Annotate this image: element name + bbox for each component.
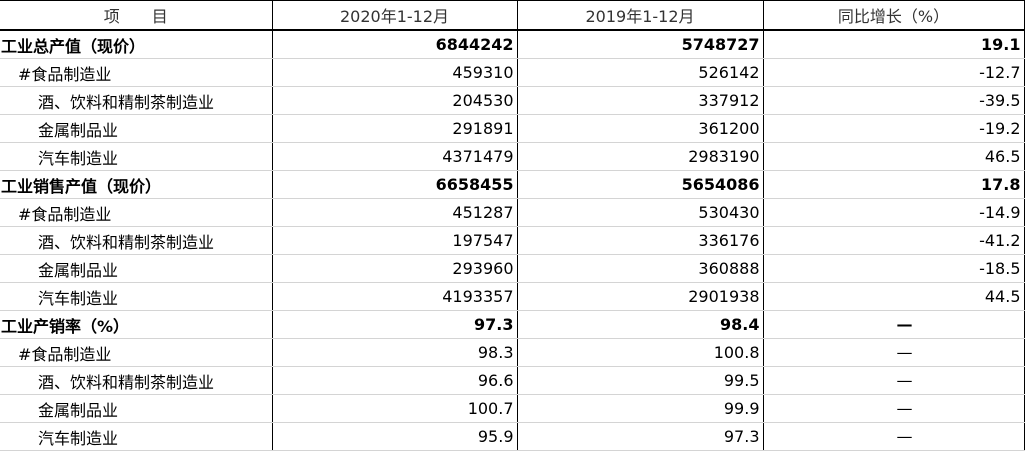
- row-label: 金属制品业: [0, 254, 273, 283]
- table-row: #食品制造业 98.3 100.8—: [0, 338, 1025, 367]
- cell-value: 97.3: [517, 422, 764, 451]
- table-row: 酒、饮料和精制茶制造业 96.6 99.5—: [0, 366, 1025, 395]
- row-label: #食品制造业: [0, 58, 273, 87]
- cell-value: 291891: [272, 114, 518, 143]
- cell-value: 98.4: [517, 310, 764, 339]
- cell-value: 4193357: [272, 282, 518, 311]
- row-label: 金属制品业: [0, 394, 273, 423]
- table-row: #食品制造业 459310 526142 -12.7: [0, 58, 1025, 87]
- header-cell: 2020年1-12月: [272, 0, 518, 31]
- cell-value: 5748727: [517, 30, 764, 59]
- row-label: 工业产销率（%）: [0, 310, 273, 339]
- cell-value: 197547: [272, 226, 518, 255]
- table-row: 金属制品业 293960 360888 -18.5: [0, 254, 1025, 283]
- cell-value: 44.5: [763, 282, 1025, 311]
- cell-value: 204530: [272, 86, 518, 115]
- cell-value: -19.2: [763, 114, 1025, 143]
- table-row: 金属制品业 100.7 99.9—: [0, 394, 1025, 423]
- row-label: #食品制造业: [0, 338, 273, 367]
- cell-value: 99.9: [517, 394, 764, 423]
- cell-value: 361200: [517, 114, 764, 143]
- cell-value: —: [763, 422, 1025, 451]
- header-cell: 2019年1-12月: [517, 0, 764, 31]
- row-label: 工业总产值（现价）: [0, 30, 273, 59]
- cell-value: 6844242: [272, 30, 518, 59]
- cell-value: 2901938: [517, 282, 764, 311]
- cell-value: —: [763, 366, 1025, 395]
- table-row: 酒、饮料和精制茶制造业 197547 336176 -41.2: [0, 226, 1025, 255]
- cell-value: 4371479: [272, 142, 518, 171]
- row-label: 酒、饮料和精制茶制造业: [0, 86, 273, 115]
- table-row: 工业产销率（%） 97.3 98.4—: [0, 310, 1025, 339]
- cell-value: —: [763, 394, 1025, 423]
- table-row: 汽车制造业 95.9 97.3—: [0, 422, 1025, 451]
- row-label: 金属制品业: [0, 114, 273, 143]
- cell-value: 100.8: [517, 338, 764, 367]
- cell-value: 98.3: [272, 338, 518, 367]
- cell-value: —: [763, 338, 1025, 367]
- cell-value: 459310: [272, 58, 518, 87]
- table-row: 汽车制造业 4371479 2983190 46.5: [0, 142, 1025, 171]
- header-cell: 同比增长（%）: [763, 0, 1025, 31]
- row-label: #食品制造业: [0, 198, 273, 227]
- cell-value: 337912: [517, 86, 764, 115]
- cell-value: 2983190: [517, 142, 764, 171]
- cell-value: 526142: [517, 58, 764, 87]
- header-cell: 项 目: [0, 0, 273, 31]
- cell-value: 19.1: [763, 30, 1025, 59]
- table-row: 工业总产值（现价） 6844242 5748727 19.1: [0, 30, 1025, 59]
- cell-value: -39.5: [763, 86, 1025, 115]
- table-row: 酒、饮料和精制茶制造业 204530 337912 -39.5: [0, 86, 1025, 115]
- table-row: 工业销售产值（现价） 6658455 5654086 17.8: [0, 170, 1025, 199]
- cell-value: -12.7: [763, 58, 1025, 87]
- cell-value: -14.9: [763, 198, 1025, 227]
- table-row: #食品制造业 451287 530430 -14.9: [0, 198, 1025, 227]
- cell-value: 99.5: [517, 366, 764, 395]
- header-row: 项 目 2020年1-12月 2019年1-12月 同比增长（%）: [0, 0, 1025, 31]
- cell-value: -41.2: [763, 226, 1025, 255]
- cell-value: 17.8: [763, 170, 1025, 199]
- table-row: 汽车制造业 4193357 2901938 44.5: [0, 282, 1025, 311]
- row-label: 工业销售产值（现价）: [0, 170, 273, 199]
- cell-value: 293960: [272, 254, 518, 283]
- row-label: 汽车制造业: [0, 142, 273, 171]
- cell-value: 360888: [517, 254, 764, 283]
- cell-value: 96.6: [272, 366, 518, 395]
- cell-value: 530430: [517, 198, 764, 227]
- cell-value: —: [763, 310, 1025, 339]
- cell-value: 451287: [272, 198, 518, 227]
- cell-value: 6658455: [272, 170, 518, 199]
- row-label: 酒、饮料和精制茶制造业: [0, 366, 273, 395]
- cell-value: 100.7: [272, 394, 518, 423]
- table-body: 工业总产值（现价） 6844242 5748727 19.1 #食品制造业 459310 5…: [0, 30, 1025, 451]
- row-label: 汽车制造业: [0, 282, 273, 311]
- cell-value: 46.5: [763, 142, 1025, 171]
- cell-value: 336176: [517, 226, 764, 255]
- row-label: 酒、饮料和精制茶制造业: [0, 226, 273, 255]
- cell-value: -18.5: [763, 254, 1025, 283]
- cell-value: 5654086: [517, 170, 764, 199]
- table-row: 金属制品业 291891 361200 -19.2: [0, 114, 1025, 143]
- row-label: 汽车制造业: [0, 422, 273, 451]
- cell-value: 97.3: [272, 310, 518, 339]
- cell-value: 95.9: [272, 422, 518, 451]
